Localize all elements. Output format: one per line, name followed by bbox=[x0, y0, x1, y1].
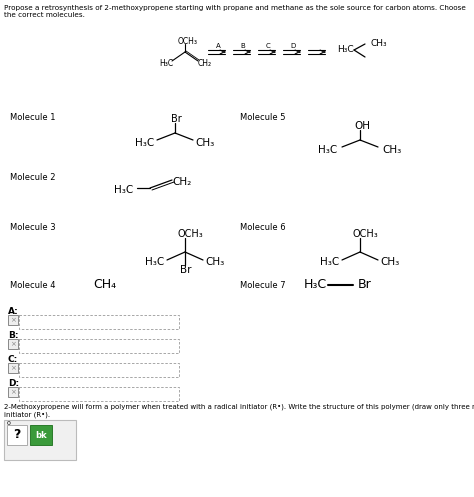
Text: CH₂: CH₂ bbox=[198, 60, 212, 69]
Text: A: A bbox=[216, 43, 220, 49]
Text: D: D bbox=[291, 43, 296, 49]
Text: Molecule 4: Molecule 4 bbox=[10, 280, 55, 289]
Text: H₃C: H₃C bbox=[337, 46, 353, 55]
Text: Molecule 2: Molecule 2 bbox=[10, 173, 55, 182]
Text: bk: bk bbox=[35, 430, 47, 439]
Bar bbox=[4, 420, 76, 460]
Text: CH₃: CH₃ bbox=[371, 38, 388, 48]
Text: 2-Methoxypropene will form a polymer when treated with a radical initiator (R•).: 2-Methoxypropene will form a polymer whe… bbox=[4, 404, 474, 411]
Bar bbox=[30, 425, 52, 445]
Text: CH₃: CH₃ bbox=[205, 257, 225, 267]
Bar bbox=[8, 363, 18, 373]
Bar bbox=[8, 339, 18, 349]
Text: Molecule 5: Molecule 5 bbox=[240, 113, 285, 122]
Text: ×: × bbox=[10, 341, 16, 347]
Text: B:: B: bbox=[8, 331, 18, 340]
Bar bbox=[8, 387, 18, 397]
Text: Molecule 3: Molecule 3 bbox=[10, 224, 55, 233]
Text: C:: C: bbox=[8, 355, 18, 364]
Text: Molecule 6: Molecule 6 bbox=[240, 224, 286, 233]
Bar bbox=[19, 363, 179, 377]
Text: Br: Br bbox=[180, 265, 192, 275]
Text: CH₃: CH₃ bbox=[380, 257, 400, 267]
Text: CH₂: CH₂ bbox=[173, 177, 191, 187]
Text: D:: D: bbox=[8, 379, 19, 388]
Text: H₃C: H₃C bbox=[114, 185, 134, 195]
Text: H₃C: H₃C bbox=[146, 257, 164, 267]
Text: B: B bbox=[241, 43, 246, 49]
Text: H₃C: H₃C bbox=[320, 257, 340, 267]
Text: CH₃: CH₃ bbox=[383, 145, 401, 155]
Text: A:: A: bbox=[8, 307, 19, 316]
Text: Molecule 1: Molecule 1 bbox=[10, 113, 55, 122]
Text: Propose a retrosynthesis of 2-methoxypropene starting with propane and methane a: Propose a retrosynthesis of 2-methoxypro… bbox=[4, 5, 466, 18]
Bar bbox=[7, 425, 27, 445]
Text: OCH₃: OCH₃ bbox=[178, 36, 198, 46]
Text: Molecule 7: Molecule 7 bbox=[240, 280, 286, 289]
Text: H₃C: H₃C bbox=[303, 278, 327, 292]
Text: H₃C: H₃C bbox=[319, 145, 337, 155]
Text: H₃C: H₃C bbox=[159, 60, 173, 69]
Text: ×: × bbox=[10, 317, 16, 323]
Text: 0: 0 bbox=[7, 421, 11, 426]
Text: OCH₃: OCH₃ bbox=[352, 229, 378, 239]
Text: ×: × bbox=[10, 389, 16, 395]
Text: OCH₃: OCH₃ bbox=[177, 229, 203, 239]
Bar bbox=[19, 339, 179, 353]
Text: ×: × bbox=[10, 365, 16, 371]
Text: ?: ? bbox=[13, 428, 21, 441]
Text: CH₃: CH₃ bbox=[195, 138, 215, 148]
Bar bbox=[19, 315, 179, 329]
Text: C: C bbox=[265, 43, 270, 49]
Text: CH₄: CH₄ bbox=[93, 278, 117, 292]
Bar bbox=[8, 315, 18, 325]
Text: Br: Br bbox=[358, 278, 372, 292]
Text: H₃C: H₃C bbox=[136, 138, 155, 148]
Text: OH: OH bbox=[354, 121, 370, 131]
Text: Br: Br bbox=[171, 114, 182, 124]
Text: initiator (R•).: initiator (R•). bbox=[4, 412, 50, 418]
Bar bbox=[19, 387, 179, 401]
